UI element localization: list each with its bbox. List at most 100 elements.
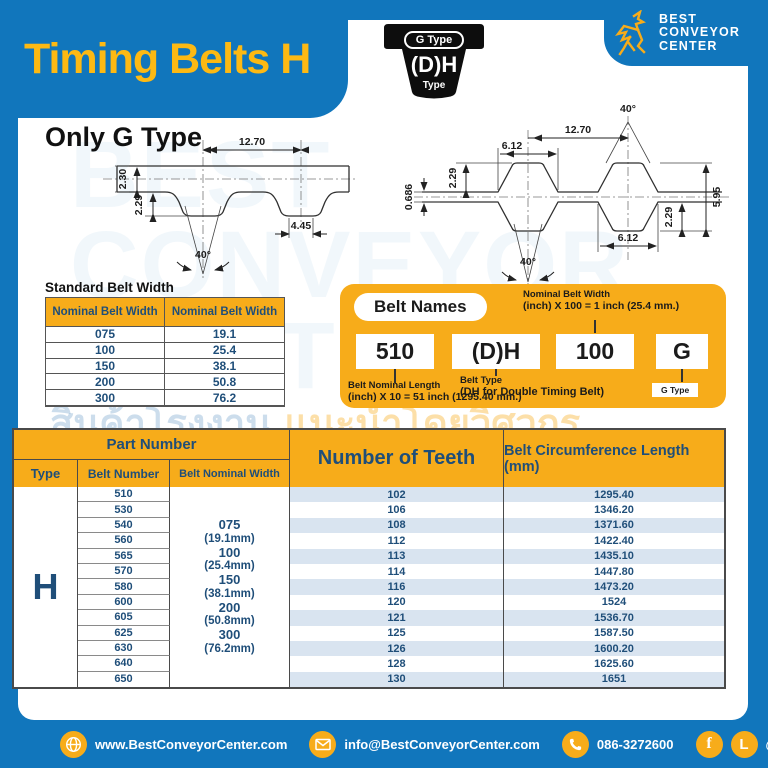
teeth-cell: 112	[290, 533, 504, 549]
svg-text:6.12: 6.12	[618, 232, 639, 244]
svg-text:2.29: 2.29	[447, 168, 459, 189]
teeth-cell: 121	[290, 610, 504, 626]
nominal-width-note-title: Nominal Belt Width	[523, 289, 610, 300]
badge-main-label: (D)H	[410, 52, 458, 77]
width-entry: 100 (25.4mm)	[204, 544, 255, 573]
svg-text:2.29: 2.29	[663, 207, 675, 228]
circ-cell: 1473.20	[504, 579, 724, 595]
belt-number-cell: 600	[78, 594, 170, 611]
teeth-cell: 114	[290, 563, 504, 580]
nominal-length-note: Belt Nominal Length (inch) X 10 = 51 inc…	[348, 380, 522, 403]
svg-text:40°: 40°	[520, 256, 536, 268]
footer: www.BestConveyorCenter.com info@BestConv…	[0, 720, 768, 768]
part-number-table: Part Number Number of Teeth Belt Circumf…	[12, 428, 726, 690]
logo-line1: BEST	[659, 12, 698, 27]
nominal-length-note-title: Belt Nominal Length	[348, 380, 441, 391]
drawing-single-belt: 12.70 2.30 2.29 40° 4.45	[85, 128, 365, 305]
teeth-cell: 108	[290, 517, 504, 534]
svg-text:2.30: 2.30	[117, 169, 129, 190]
svg-text:12.70: 12.70	[239, 136, 265, 148]
circ-cell: 1587.50	[594, 627, 634, 640]
circ-cell: 1600.20	[504, 640, 724, 657]
width-entry: 150 (38.1mm)	[204, 572, 255, 600]
belt-type-badge: G Type (D)H Type	[382, 22, 486, 102]
title-banner: Timing Belts H	[0, 0, 348, 118]
std-cell: 300	[46, 390, 165, 406]
footer-website[interactable]: www.BestConveyorCenter.com	[60, 730, 288, 758]
belt-name-segment-g: G	[656, 334, 708, 369]
belt-number-cell: 570	[78, 563, 170, 580]
belt-number-cell: 510	[78, 487, 170, 503]
footer-social-text: @BestConveyorCenter	[766, 737, 768, 752]
nominal-width-note-text: (inch) X 100 = 1 inch (25.4 mm.)	[523, 300, 680, 312]
phone-icon	[561, 730, 589, 758]
belt-names-pill: Belt Names	[354, 293, 487, 321]
svg-text:0.686: 0.686	[403, 184, 415, 210]
standard-belt-width-table: Nominal Belt Width Nominal Belt Width 07…	[45, 297, 285, 407]
belt-number-cell: 540	[78, 517, 170, 534]
teeth-cell: 125	[290, 625, 504, 641]
svg-text:40°: 40°	[620, 103, 636, 115]
footer-phone[interactable]: 086-3272600	[561, 730, 674, 758]
std-cell: 150	[46, 358, 165, 375]
belt-names-box: Belt Names Nominal Belt Width (inch) X 1…	[340, 284, 726, 408]
teeth-cell: 130	[290, 671, 504, 688]
logo-line2: CONVEYOR	[659, 25, 741, 40]
logo-text: BEST CONVEYOR CENTER	[659, 12, 741, 53]
belt-number-cell: 580	[78, 579, 170, 595]
teeth-cell: 126	[290, 640, 504, 657]
circ-cell: 1371.60	[504, 517, 724, 534]
globe-icon	[60, 730, 87, 758]
belt-type-note-text: (DH for Double Timing Belt)	[460, 386, 605, 398]
connector-line	[394, 369, 396, 383]
nominal-length-note-text: (inch) X 10 = 51 inch (1295.40 mm.)	[348, 391, 522, 403]
footer-email[interactable]: info@BestConveyorCenter.com	[309, 730, 540, 758]
footer-website-text: www.BestConveyorCenter.com	[95, 736, 288, 752]
belt-number-cell: 605	[78, 610, 170, 626]
badge-sub-label: Type	[422, 80, 446, 91]
drawing-double-belt: 40° 12.70 6.12 2.29 0.686 5.95 2.29	[400, 100, 745, 300]
footer-social[interactable]: f L @BestConveyorCenter	[695, 730, 768, 758]
belt-number-cell: 640	[78, 656, 170, 672]
teeth-cell: 120	[290, 594, 504, 611]
std-cell: 200	[46, 374, 165, 391]
circ-cell: 1346.20	[594, 504, 634, 517]
std-cell: 50.8	[165, 374, 284, 391]
circ-cell: 1524	[601, 596, 627, 609]
type-cell: H	[14, 487, 78, 688]
teeth-cell: 116	[290, 579, 504, 595]
header-belt-nominal-width: Belt Nominal Width	[170, 460, 290, 487]
circ-cell: 1651	[504, 671, 724, 688]
std-cell: 100	[46, 342, 165, 359]
teeth-cell: 102	[290, 487, 504, 503]
header-belt-number: Belt Number	[78, 460, 170, 487]
header-belt-circumference: Belt Circumference Length (mm)	[504, 430, 724, 487]
circ-cell: 1435.10	[504, 548, 724, 564]
only-g-type-heading: Only G Type	[45, 122, 203, 152]
std-cell: 25.4	[165, 343, 284, 359]
circ-cell: 1295.40	[504, 487, 724, 503]
belt-number-cell: 650	[78, 671, 170, 688]
std-cell: 38.1	[165, 359, 284, 375]
belt-number-cell: 565	[78, 548, 170, 564]
line-icon: L	[730, 730, 758, 758]
logo-line3: CENTER	[659, 38, 718, 53]
belt-number-cell: 530	[78, 502, 170, 518]
svg-text:6.12: 6.12	[502, 140, 523, 152]
std-col1-header: Nominal Belt Width	[46, 298, 165, 327]
teeth-cell: 113	[290, 548, 504, 564]
belt-name-segment-type: (D)H	[452, 334, 540, 369]
belt-name-segment-length: 510	[356, 334, 434, 369]
circ-cell: 1625.60	[594, 657, 634, 670]
facebook-icon: f	[695, 730, 723, 758]
belt-number-cell: 560	[78, 533, 170, 549]
width-entry: 200 (50.8mm)	[204, 599, 255, 628]
mail-icon	[309, 730, 337, 758]
connector-line	[681, 369, 683, 382]
belt-name-segment-width: 100	[556, 334, 634, 369]
footer-email-text: info@BestConveyorCenter.com	[344, 736, 540, 752]
std-cell: 76.2	[165, 390, 284, 406]
width-cell: 075 (19.1mm) 100 (25.4mm) 150 (38.1mm) 200(…	[170, 487, 290, 688]
g-type-tag: G Type	[652, 383, 699, 397]
nominal-width-note: Nominal Belt Width (inch) X 100 = 1 inch…	[523, 289, 723, 312]
